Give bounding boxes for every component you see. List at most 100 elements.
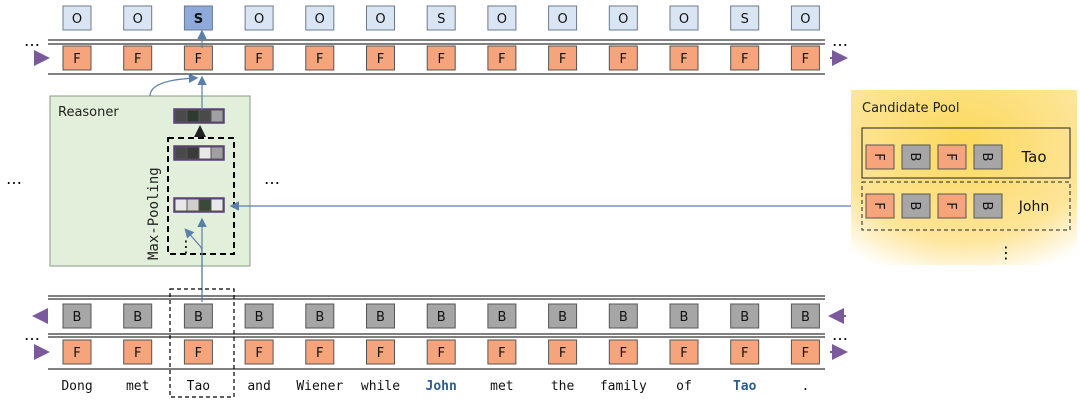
token-word: met [126, 379, 149, 394]
backward-lstm-cell: B [305, 303, 335, 329]
backward-lstm-cell: B [244, 303, 274, 329]
backward-lstm-cell-label: B [255, 310, 264, 325]
forward-lstm-cell-label: F [316, 346, 323, 361]
forward-lstm-cell-label: F [316, 52, 323, 67]
pooled-vector [173, 108, 225, 124]
candidate-cell-label: F [943, 153, 958, 160]
forward-lstm-cell-label: F [802, 346, 809, 361]
forward-lstm-cell-label: F [377, 52, 384, 67]
forward-lstm-cell: F [426, 339, 456, 365]
backward-lstm-cell: B [183, 303, 213, 329]
backward-lstm-cell-label: B [437, 310, 446, 325]
output-label-cell-label: O [375, 12, 385, 27]
backward-lstm-cell: B [426, 303, 456, 329]
max-pooling-label: Max-Pooling [146, 167, 162, 260]
token-word: Tao [187, 379, 210, 394]
candidate-cell: B [973, 144, 1003, 170]
output-label-cell-label: S [437, 12, 445, 27]
forward-lstm-cell: F [548, 339, 578, 365]
backward-lstm-cell: B [548, 303, 578, 329]
backward-lstm-cell: B [123, 303, 153, 329]
backward-lstm-cell-label: B [801, 310, 810, 325]
forward-lstm-cell-label: F [73, 52, 80, 67]
backward-lstm-cell: B [790, 303, 820, 329]
forward-lstm-cell-label: F [498, 346, 505, 361]
backward-lstm-cell-label: B [133, 310, 142, 325]
backward-lstm-cell: B [608, 303, 638, 329]
output-label-cell: O [487, 5, 517, 31]
output-label-cell-label: O [557, 12, 567, 27]
candidate-cell-label: B [907, 202, 922, 211]
forward-lstm-cell: F [244, 45, 274, 71]
backward-lstm-cell-label: B [497, 310, 506, 325]
token-word: the [551, 379, 575, 394]
forward-lstm-cell: F [123, 339, 153, 365]
output-label-cell: O [244, 5, 274, 31]
output-label-cell: O [548, 5, 578, 31]
forward-lstm-cell-label: F [437, 346, 444, 361]
output-label-cell-label: S [741, 12, 749, 27]
forward-lstm-cell: F [730, 339, 760, 365]
ellipsis-bottom-right: … [832, 325, 848, 344]
backward-lstm-cell: B [669, 303, 699, 329]
candidate-cell: F [865, 193, 895, 219]
forward-lstm-cell-label: F [559, 52, 566, 67]
forward-lstm-cell: F [669, 339, 699, 365]
forward-lstm-cell: F [62, 339, 92, 365]
output-label-cell: O [669, 5, 699, 31]
output-label-cell-label: S [194, 12, 203, 27]
token-word: family [600, 379, 647, 394]
token-word: met [490, 379, 513, 394]
connection-arrows [149, 29, 862, 302]
backward-lstm-cell: B [730, 303, 760, 329]
forward-lstm-cell: F [123, 45, 153, 71]
ellipsis-top-left: … [24, 31, 40, 50]
forward-lstm-cell-label: F [255, 346, 262, 361]
forward-lstm-cell: F [183, 45, 213, 71]
token-word: Dong [61, 379, 92, 394]
forward-lstm-cell-label: F [802, 52, 809, 67]
candidate-name: John [1018, 199, 1049, 215]
forward-lstm-cell: F [669, 45, 699, 71]
output-label-cell: O [123, 5, 153, 31]
output-label-cell: O [790, 5, 820, 31]
output-label-cell-label: O [800, 12, 810, 27]
candidate-cell: B [901, 144, 931, 170]
output-label-cell: O [62, 5, 92, 31]
forward-lstm-cell-label: F [134, 52, 141, 67]
candidate-cell-label: B [979, 153, 994, 162]
forward-lstm-cell-label: F [559, 346, 566, 361]
output-label-cell-label: O [72, 12, 82, 27]
forward-lstm-cell: F [183, 339, 213, 365]
output-label-cell: O [608, 5, 638, 31]
forward-lstm-cell: F [487, 339, 517, 365]
forward-lstm-cell-label: F [680, 346, 687, 361]
forward-lstm-cell-label: F [498, 52, 505, 67]
ellipses: … … … … … … [6, 31, 848, 344]
reasoner-module: Reasoner Max-Pooling ⋮ [49, 95, 251, 267]
forward-lstm-cell-label: F [73, 346, 80, 361]
pooling-vertical-ellipsis: ⋮ [178, 237, 194, 256]
output-label-cell: S [730, 5, 760, 31]
candidate-cell: B [973, 193, 1003, 219]
forward-lstm-cell-label: F [620, 52, 627, 67]
forward-lstm-cell: F [730, 45, 760, 71]
token-word: and [247, 379, 270, 394]
candidate-cell-label: F [943, 202, 958, 209]
token-word: Wiener [296, 379, 343, 394]
token-word: while [361, 379, 400, 394]
ellipsis-bottom-left: … [24, 325, 40, 344]
forward-lstm-cell: F [305, 339, 335, 365]
backward-lstm-cell-label: B [315, 310, 324, 325]
forward-lstm-cell: F [608, 45, 638, 71]
candidate-cell-label: F [871, 153, 886, 160]
forward-lstm-cell: F [790, 339, 820, 365]
candidate-name: Tao [1020, 148, 1046, 166]
backward-lstm-cell-label: B [73, 310, 82, 325]
candidate-pool-title: Candidate Pool [862, 101, 960, 116]
candidate-vector-2 [173, 197, 225, 213]
